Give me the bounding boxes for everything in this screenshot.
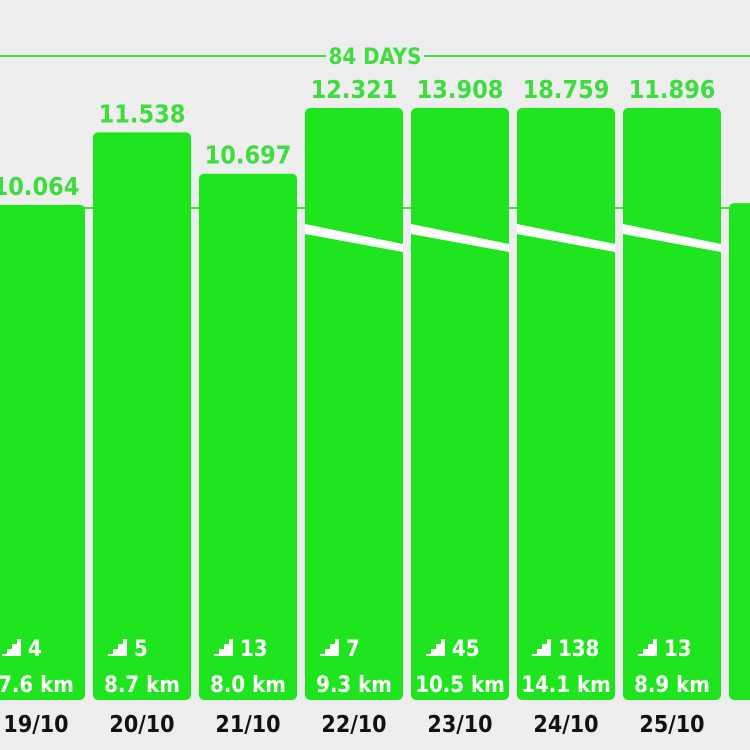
bar-floors-label: 13 bbox=[240, 637, 268, 662]
bar-break-marker bbox=[517, 224, 615, 252]
bar-value-label: 11.896 bbox=[629, 75, 716, 104]
bar bbox=[305, 108, 403, 700]
bar-distance-label: 7.6 km bbox=[0, 673, 74, 698]
bar-distance-label: 9.3 km bbox=[316, 673, 392, 698]
bar-value-label: 18.759 bbox=[523, 75, 610, 104]
bar bbox=[623, 108, 721, 700]
bar-value-label: 11.538 bbox=[99, 99, 186, 128]
bars-group: 10.064 4 7.6 km 19/10 11.538 5 8.7 km 20/10 10.6… bbox=[0, 75, 750, 738]
bar bbox=[0, 204, 85, 700]
stairs-icon bbox=[108, 639, 127, 656]
bar bbox=[93, 132, 191, 701]
bar-floors-label: 13 bbox=[664, 637, 692, 662]
bar bbox=[411, 108, 509, 700]
bar-break-marker bbox=[305, 224, 403, 252]
bar-floors-label: 4 bbox=[28, 637, 42, 662]
x-tick-label: 21/10 bbox=[215, 712, 280, 738]
bar-floors-label: 45 bbox=[452, 637, 480, 662]
bar-break-marker bbox=[411, 224, 509, 252]
bar-distance-label: 8.9 km bbox=[634, 673, 710, 698]
stairs-icon bbox=[320, 639, 339, 656]
bar-distance-label: 14.1 km bbox=[521, 673, 611, 698]
bar bbox=[199, 173, 297, 701]
stairs-icon bbox=[532, 639, 551, 656]
bar-distance-label: 8.7 km bbox=[104, 673, 180, 698]
stairs-icon bbox=[426, 639, 445, 656]
bar-value-label: 13.908 bbox=[417, 75, 504, 104]
x-tick-label: 19/10 bbox=[3, 712, 68, 738]
x-tick-label: 23/10 bbox=[427, 712, 492, 738]
stairs-icon bbox=[214, 639, 233, 656]
bar-distance-label: 10.5 km bbox=[415, 673, 505, 698]
reference-line-label: 84 DAYS bbox=[329, 45, 422, 70]
bar-distance-label: 8.0 km bbox=[210, 673, 286, 698]
bar-break-marker bbox=[623, 224, 721, 252]
x-tick-label: 20/10 bbox=[109, 712, 174, 738]
bar bbox=[729, 203, 750, 700]
stairs-icon bbox=[638, 639, 657, 656]
bar-value-label: 12.321 bbox=[311, 75, 398, 104]
bar-floors-label: 5 bbox=[134, 637, 148, 662]
bar-floors-label: 7 bbox=[346, 637, 360, 662]
bar bbox=[517, 108, 615, 700]
bar-value-label: 10.697 bbox=[205, 141, 292, 170]
x-tick-label: 25/10 bbox=[639, 712, 704, 738]
stairs-icon bbox=[2, 639, 21, 656]
bar-floors-label: 138 bbox=[558, 637, 599, 662]
x-tick-label: 22/10 bbox=[321, 712, 386, 738]
bar-value-label: 10.064 bbox=[0, 172, 79, 201]
x-tick-label: 24/10 bbox=[533, 712, 598, 738]
